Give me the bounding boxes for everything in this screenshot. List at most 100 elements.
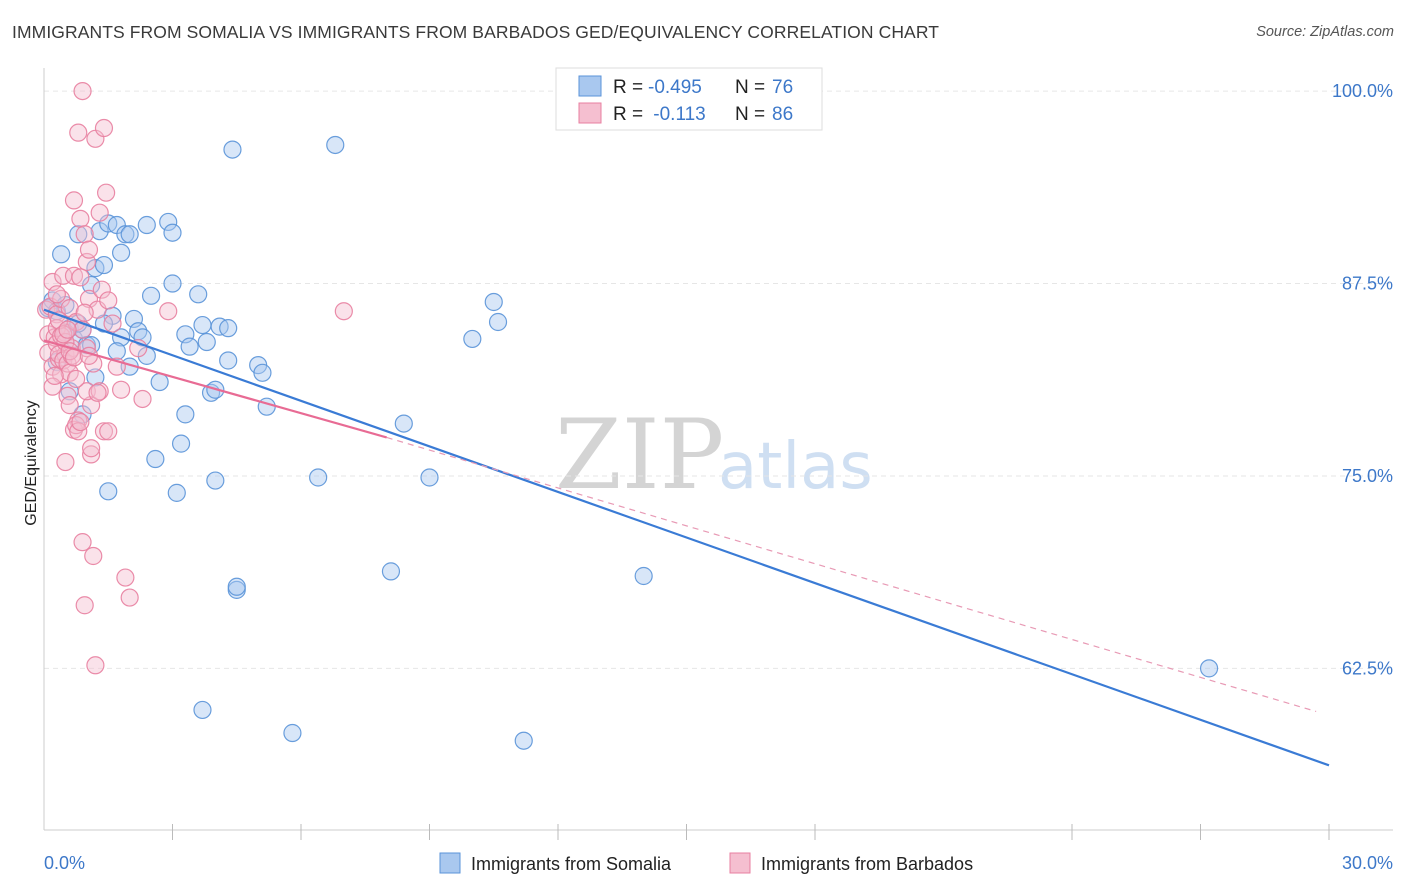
point-barbados-85 [56, 452, 75, 472]
point-somalia-53 [514, 731, 533, 750]
point-somalia-26 [163, 274, 182, 293]
legend-r-value-somalia: -0.495 [648, 77, 702, 98]
point-somalia-61 [146, 449, 165, 469]
point-barbados-73 [45, 366, 64, 385]
point-barbados-77 [58, 320, 77, 339]
point-somalia-75 [107, 342, 126, 361]
y-tick-label-1: 87.5% [1342, 274, 1393, 294]
point-somalia-13 [94, 255, 114, 275]
gridlines [44, 90, 1393, 669]
bottom-legend-label-somalia: Immigrants from Somalia [471, 854, 672, 874]
point-somalia-7 [69, 225, 88, 244]
legend-n-value-barbados: 86 [772, 104, 793, 125]
point-somalia-46 [326, 135, 345, 155]
bottom-legend-swatch-barbados [729, 852, 751, 874]
point-barbados-67 [86, 656, 105, 675]
x-tick-labels: 0.0% 30.0% [44, 853, 1393, 873]
trend-extension-barbados [386, 436, 1317, 713]
point-somalia-52 [488, 312, 508, 332]
point-barbados-84 [88, 383, 107, 402]
legend-n-label-barbados: N = [735, 104, 765, 125]
point-barbados-39 [97, 183, 116, 202]
point-barbados-27 [75, 225, 94, 244]
point-somalia-40 [227, 577, 246, 596]
point-somalia-31 [193, 315, 212, 335]
point-somalia-36 [219, 319, 238, 338]
y-tick-labels: 100.0% 87.5% 75.0% 62.5% [1332, 81, 1393, 678]
point-somalia-48 [394, 414, 413, 433]
point-barbados-61 [73, 533, 92, 552]
bottom-legend-swatch-somalia [439, 852, 461, 874]
point-somalia-27 [163, 223, 182, 242]
point-somalia-42 [253, 363, 272, 382]
point-barbados-32 [82, 445, 101, 464]
legend-r-value-barbados: -0.113 [648, 104, 706, 125]
point-somalia-32 [197, 332, 216, 352]
axes [43, 68, 1393, 840]
point-barbados-62 [75, 596, 94, 615]
point-somalia-59 [99, 482, 118, 501]
point-barbados-69 [94, 422, 114, 441]
point-barbados-74 [47, 285, 66, 304]
legend-r-label-barbados: R = [613, 104, 643, 125]
y-tick-label-0: 100.0% [1332, 81, 1393, 101]
point-somalia-25 [159, 212, 178, 232]
trend-lines [43, 308, 1330, 767]
point-somalia-44 [283, 723, 302, 743]
point-somalia-18 [116, 225, 135, 244]
chart-title: IMMIGRANTS FROM SOMALIA VS IMMIGRANTS FR… [12, 22, 940, 42]
point-barbados-43 [111, 380, 131, 399]
point-somalia-50 [463, 329, 482, 349]
point-barbados-65 [82, 439, 101, 458]
trend-line-barbados [43, 339, 387, 439]
point-somalia-30 [189, 285, 208, 304]
point-somalia-17 [111, 243, 131, 262]
y-tick-label-2: 75.0% [1342, 466, 1393, 486]
point-somalia-3 [52, 245, 71, 264]
point-barbados-37 [92, 280, 111, 299]
point-barbados-80 [67, 369, 86, 389]
point-barbados-60 [71, 412, 90, 432]
point-barbados-41 [103, 314, 122, 333]
legend-n-label-somalia: N = [735, 77, 765, 98]
point-barbados-72 [43, 377, 62, 396]
point-somalia-24 [150, 372, 169, 392]
point-somalia-37 [219, 351, 238, 370]
legend-swatch-somalia [578, 75, 602, 97]
bottom-legend: Immigrants from Somalia Immigrants from … [439, 852, 973, 874]
point-barbados-81 [71, 268, 90, 287]
source-label: Source: ZipAtlas.com [1256, 24, 1394, 40]
point-barbados-40 [99, 291, 118, 310]
x-tick-label-min: 0.0% [44, 853, 85, 873]
legend-n-value-somalia: 76 [772, 77, 793, 98]
y-axis-label: GED/Equivalency [23, 400, 40, 525]
point-somalia-49 [420, 468, 439, 487]
point-barbados-36 [90, 203, 109, 222]
data-points [37, 81, 1219, 750]
legend-swatch-barbados [578, 102, 602, 124]
point-barbados-38 [94, 118, 114, 138]
point-somalia-47 [381, 562, 401, 581]
point-somalia-22 [137, 215, 156, 235]
point-barbados-48 [334, 302, 353, 321]
point-somalia-63 [171, 434, 191, 453]
point-somalia-66 [193, 700, 212, 720]
watermark-atlas: atlas [718, 430, 873, 504]
point-somalia-67 [1199, 659, 1219, 678]
point-barbados-17 [60, 396, 79, 415]
legend-r-label-somalia: R = [613, 77, 643, 98]
point-barbados-20 [64, 266, 84, 285]
point-somalia-45 [309, 468, 328, 487]
point-somalia-51 [484, 292, 503, 312]
point-somalia-29 [180, 337, 199, 356]
point-somalia-19 [120, 225, 139, 244]
point-somalia-58 [86, 368, 105, 387]
watermark-zip: ZIP [555, 399, 724, 511]
point-somalia-64 [176, 405, 195, 424]
point-barbados-22 [69, 123, 88, 142]
bottom-legend-label-barbados: Immigrants from Barbados [761, 854, 973, 874]
point-barbados-64 [79, 240, 99, 259]
point-barbados-45 [120, 588, 139, 607]
point-barbados-24 [71, 209, 90, 228]
